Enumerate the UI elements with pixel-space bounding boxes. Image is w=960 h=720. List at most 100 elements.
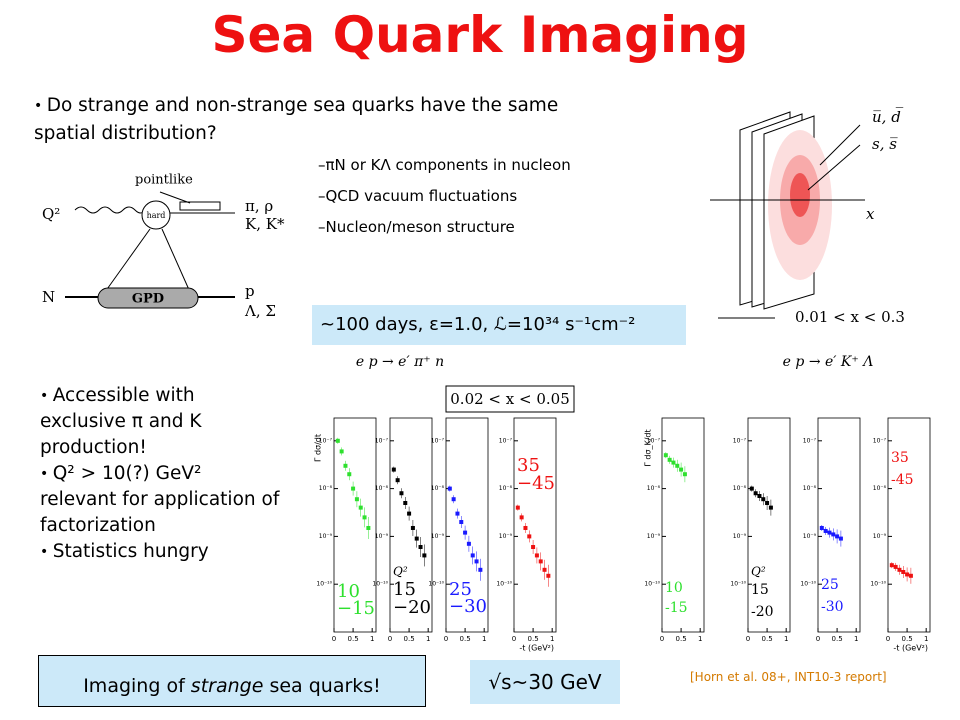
data-point (905, 572, 910, 577)
data-point (366, 525, 371, 530)
gpd-blob (97, 287, 199, 309)
y-tick-label: 10⁻⁹ (499, 533, 513, 540)
label: π, ρ (245, 197, 273, 215)
panel-frame (445, 417, 489, 633)
data-point (351, 486, 356, 491)
label: 0.01 < x < 0.3 (795, 308, 905, 326)
data-point (749, 486, 754, 491)
y-tick-label: 10⁻¹⁰ (496, 581, 512, 588)
y-tick-label: 10⁻⁹ (733, 533, 747, 540)
data-point (546, 573, 551, 578)
label: N (42, 288, 55, 306)
x-tick-label: 0.5 (902, 635, 913, 643)
x-axis-label: -t (GeV²) (519, 644, 554, 653)
x-tick-label: 1 (370, 635, 374, 643)
data-point (542, 567, 547, 572)
question: Do strange and non-strange sea quarks ha… (34, 92, 604, 147)
sub-bullet: –πN or KΛ components in nucleon (318, 156, 571, 174)
y-tick-label: 10⁻⁸ (873, 485, 887, 492)
data-point (819, 525, 824, 530)
data-point (519, 515, 524, 520)
x-tick-label: 1 (698, 635, 702, 643)
figure-title: e p → e′ π⁺ n (356, 354, 444, 370)
data-point (667, 457, 672, 462)
y-tick-label: 10⁻⁸ (733, 485, 747, 492)
data-point (339, 449, 344, 454)
gpd-line (161, 228, 191, 293)
data-point (761, 497, 766, 502)
data-point (679, 467, 684, 472)
y-tick-label: 10⁻⁸ (431, 485, 445, 492)
data-point (347, 472, 352, 477)
y-tick-label: 10⁻⁹ (375, 533, 389, 540)
data-point (893, 564, 898, 569)
label: s, s̅ (872, 135, 898, 153)
x-tick-label: 0 (746, 635, 750, 643)
panel-label: 35 (891, 450, 909, 466)
data-point (831, 532, 836, 537)
y-tick-label: 10⁻¹⁰ (800, 581, 816, 588)
x-tick-label: 0 (660, 635, 664, 643)
x-tick-label: 0 (886, 635, 890, 643)
figure-title: e p → e′ K⁺ Λ (783, 354, 874, 370)
x-tick-label: 0.5 (676, 635, 687, 643)
y-axis-label: Γ dσ_K/dt (644, 429, 653, 466)
y-tick-label: 10⁻¹⁰ (644, 581, 660, 588)
y-tick-label: 10⁻¹⁰ (316, 581, 332, 588)
panel-label: Q² (393, 565, 408, 579)
y-tick-label: 10⁻⁸ (647, 485, 661, 492)
label: Q² (42, 205, 60, 223)
y-tick-label: 10⁻⁸ (803, 485, 817, 492)
transverse-diagram: u̅, d̅ s, s̅ x 0.01 < x < 0.3 (710, 107, 905, 326)
data-point (455, 511, 460, 516)
data-point (753, 491, 758, 496)
panel-frame (513, 417, 557, 633)
y-tick-label: 10⁻¹⁰ (428, 581, 444, 588)
data-point (663, 453, 668, 458)
panel-frame (661, 417, 705, 633)
y-tick-label: 10⁻⁹ (431, 533, 445, 540)
data-point (403, 500, 408, 505)
x-tick-label: 0 (816, 635, 820, 643)
data-point (358, 505, 363, 510)
data-point (447, 486, 452, 491)
data-point (838, 536, 843, 541)
y-tick-label: 10⁻⁷ (375, 437, 389, 444)
data-point (515, 505, 520, 510)
y-tick-label: 10⁻¹⁰ (372, 581, 388, 588)
text: strange (190, 675, 264, 697)
data-point (362, 515, 367, 520)
label: GPD (132, 292, 164, 307)
data-point (451, 497, 456, 502)
sub-bullet: –QCD vacuum fluctuations (318, 187, 518, 205)
sub-bullet: –Nucleon/meson structure (318, 218, 515, 236)
pointlike-arrow (159, 191, 191, 204)
panel-label: 25 (821, 577, 839, 593)
data-point (901, 569, 906, 574)
gpd-line (104, 228, 151, 293)
label: x (866, 205, 875, 223)
distribution-core (790, 173, 810, 217)
data-point (395, 478, 400, 483)
panel-label: −45 (517, 473, 555, 494)
panel-label: −15 (337, 598, 375, 619)
x-tick-label: 0.5 (832, 635, 843, 643)
arrow (807, 144, 861, 191)
data-point (335, 438, 340, 443)
y-tick-label: 10⁻⁹ (803, 533, 817, 540)
y-tick-label: 10⁻⁸ (375, 485, 389, 492)
photon-line (74, 206, 146, 214)
text: Imaging of (83, 675, 191, 697)
y-tick-label: 10⁻⁹ (873, 533, 887, 540)
data-point (765, 500, 770, 505)
data-point (682, 472, 687, 477)
data-point (418, 545, 423, 550)
panel-label: Q² (751, 565, 766, 579)
data-point (523, 525, 528, 530)
run-conditions: ~100 days, ε=1.0, ℒ=10³⁴ s⁻¹cm⁻² (312, 305, 686, 345)
process-diagram: pointlike Q² hard π, ρ K, K* N GPD p Λ, … (42, 173, 285, 321)
y-tick-label: 10⁻⁸ (319, 485, 333, 492)
y-tick-label: 10⁻⁷ (803, 437, 817, 444)
x-tick-label: 0.5 (762, 635, 773, 643)
